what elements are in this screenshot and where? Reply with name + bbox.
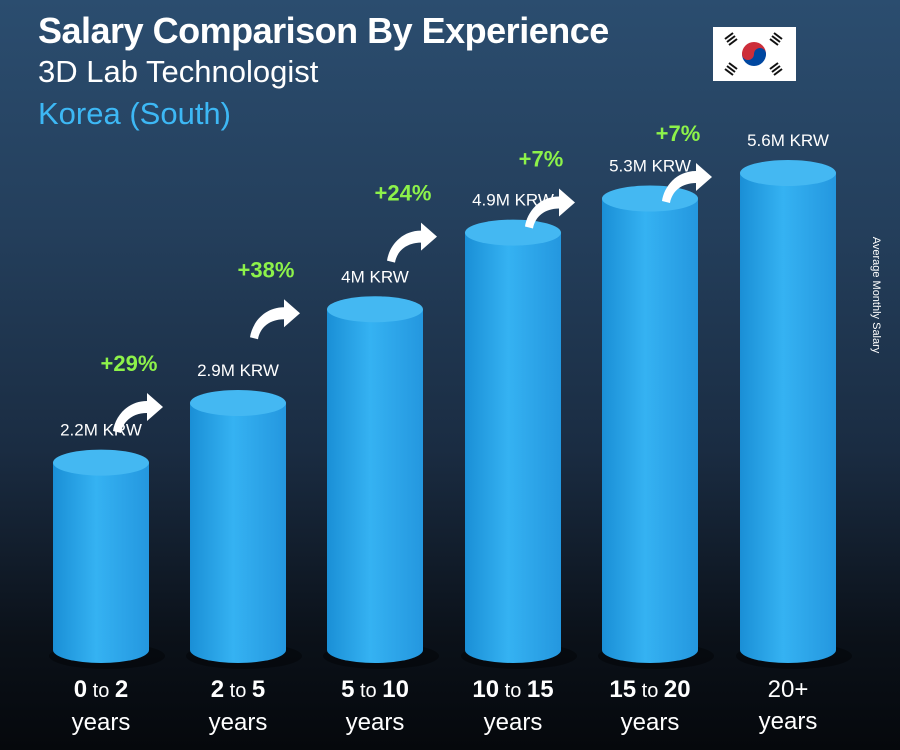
increase-arrow-4 [662,163,712,203]
bar-top [53,449,149,476]
bar-2 [323,296,439,669]
increase-percent-label: +38% [238,257,295,282]
value-label: 5.6M KRW [747,131,829,150]
bar-body [465,232,561,663]
value-label: 2.2M KRW [60,421,142,440]
bar-top [190,389,286,416]
bar-body [190,402,286,663]
bar-top [740,160,836,186]
bar-top [327,296,423,323]
x-tick-label: 15 to 20 years [609,676,691,736]
curved-arrow-icon [387,222,437,263]
bar-4 [598,185,714,669]
x-tick-label: 0 to 2 years [71,676,131,736]
x-tick-label: 10 to 15 years [472,676,554,736]
bar-body [327,309,423,663]
bar-5 [736,160,852,669]
chart-title: Salary Comparison By Experience [38,10,609,51]
increase-arrow-3 [525,188,575,229]
bar-1 [186,389,302,669]
curved-arrow-icon [525,188,575,229]
bar-3 [461,219,577,669]
curved-arrow-icon [662,163,712,203]
job-title: 3D Lab Technologist [38,54,319,89]
increase-arrow-0 [113,392,163,433]
increase-arrow-1 [250,299,300,340]
bar-body [53,462,149,663]
curved-arrow-icon [113,392,163,433]
bar-body [740,173,836,663]
south-korea-flag-icon [713,27,796,81]
x-tick-label: 20+ years [758,676,818,735]
increase-percent-label: +29% [101,351,158,376]
bar-0 [49,449,165,669]
value-label: 2.9M KRW [197,361,279,380]
country-label: Korea (South) [38,96,231,131]
increase-percent-label: +7% [519,147,564,172]
value-label: 4M KRW [341,267,409,286]
bar-top [602,185,698,212]
x-tick-label: 2 to 5 years [208,676,268,736]
increase-arrow-2 [387,222,437,263]
increase-percent-label: +7% [656,121,701,146]
value-label: 5.3M KRW [609,157,691,176]
bar-top [465,219,561,246]
bar-body [602,198,698,663]
x-tick-label: 5 to 10 years [341,676,409,736]
value-label: 4.9M KRW [472,191,554,210]
curved-arrow-icon [250,299,300,340]
increase-percent-label: +24% [375,181,432,206]
